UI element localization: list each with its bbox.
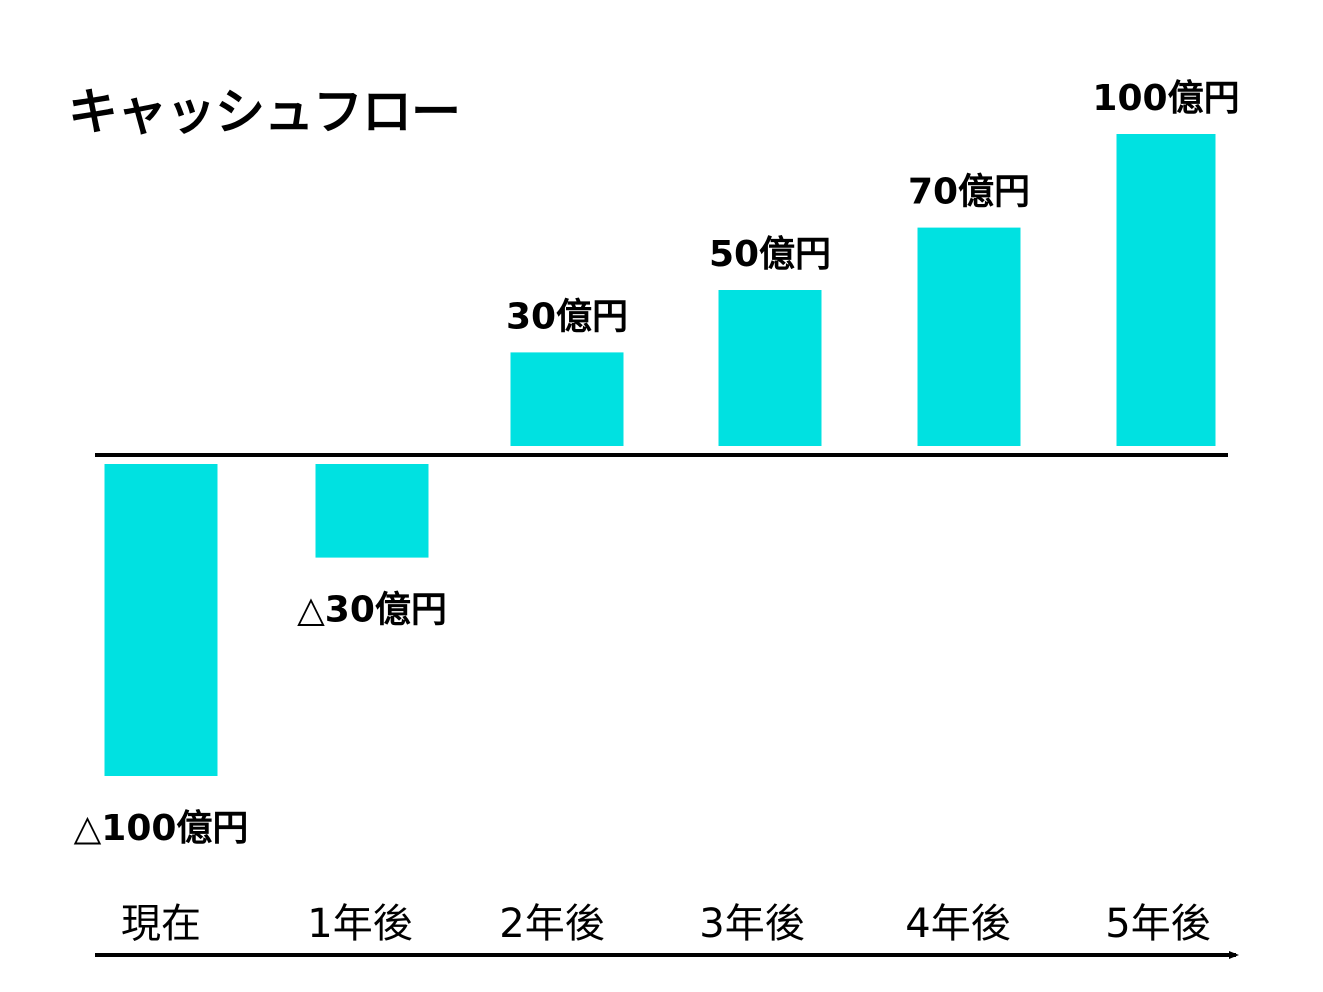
bar-3 [718,290,822,446]
x-tick-label-4: 4年後 [905,901,1010,947]
bar-0 [104,464,218,776]
bar-2 [510,352,624,446]
data-label-1: △30億円 [297,590,447,631]
x-tick-label-2: 2年後 [499,901,604,947]
x-tick-label-3: 3年後 [699,901,804,947]
x-tick-label-1: 1年後 [307,901,412,947]
bar-5 [1116,134,1216,446]
x-tick-label-0: 現在 [121,901,201,947]
bar-1 [315,464,429,558]
data-label-0: △100億円 [74,808,249,849]
x-tick-label-5: 5年後 [1105,901,1210,947]
chart-title: キャッシュフロー [68,83,461,141]
data-label-2: 30億円 [506,296,628,337]
bar-4 [917,227,1021,446]
data-label-4: 70億円 [908,172,1030,213]
data-label-3: 50億円 [709,234,831,275]
data-label-5: 100億円 [1092,78,1239,119]
